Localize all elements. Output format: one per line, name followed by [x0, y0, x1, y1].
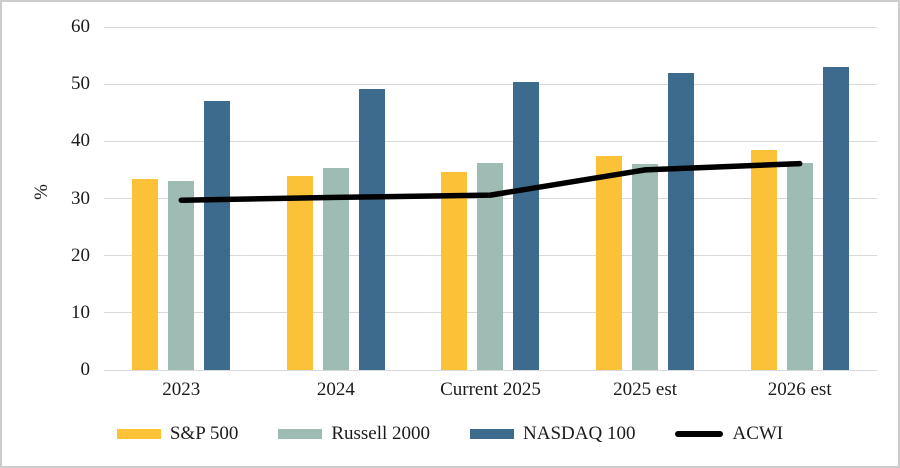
bar-russell-2000-2026-est: [786, 163, 813, 370]
bar-group-2026-est: [722, 27, 877, 370]
bar-s-p-500-2026-est: [750, 150, 777, 370]
legend-swatch-nasdaq-100: [470, 429, 515, 439]
bar-group-2023: [104, 27, 259, 370]
legend-label-nasdaq-100: NASDAQ 100: [523, 423, 636, 444]
legend-swatch-s-p-500: [116, 429, 161, 439]
bar-russell-2000-2024: [322, 168, 349, 370]
x-axis-label-2026-est: 2026 est: [767, 379, 832, 400]
bar-russell-2000-2023: [168, 181, 195, 370]
x-axis-label-2025-est: 2025 est: [613, 379, 678, 400]
bar-s-p-500-2023: [132, 178, 159, 370]
y-tick-label-50: 50: [71, 73, 90, 95]
legend-item-s-p-500: S&P 500: [116, 423, 239, 445]
legend-swatch-acwi-line-icon: [675, 431, 724, 437]
x-axis-label-current-2025: Current 2025: [440, 379, 541, 400]
legend-swatch-russell-2000: [278, 429, 323, 439]
y-tick-label-0: 0: [80, 359, 91, 380]
bar-group-2024: [259, 27, 414, 370]
legend-label-russell-2000: Russell 2000: [331, 423, 431, 444]
y-tick-label-10: 10: [71, 301, 90, 323]
legend-item-nasdaq-100: NASDAQ 100: [470, 423, 635, 445]
bar-nasdaq-100-2025-est: [668, 73, 695, 370]
bar-group-2025-est: [568, 27, 723, 370]
bar-russell-2000-2025-est: [632, 163, 659, 370]
bar-s-p-500-2024: [286, 175, 313, 370]
bar-nasdaq-100-2023: [204, 101, 231, 370]
y-tick-label-40: 40: [71, 130, 90, 152]
legend-label-s-p-500: S&P 500: [169, 423, 239, 444]
bar-nasdaq-100-current-2025: [513, 81, 540, 370]
y-tick-label-60: 60: [71, 16, 90, 37]
legend-item-acwi: ACWI: [675, 423, 783, 445]
acwi-line: [178, 160, 803, 203]
bar-nasdaq-100-2024: [358, 88, 385, 370]
bar-s-p-500-2025-est: [596, 156, 623, 370]
y-tick-label-30: 30: [71, 187, 90, 209]
x-axis-label-2023: 2023: [162, 379, 201, 400]
bar-s-p-500-current-2025: [441, 172, 468, 370]
bar-nasdaq-100-2026-est: [822, 67, 849, 370]
legend-label-acwi: ACWI: [732, 423, 784, 444]
acwi-line-layer: [178, 160, 803, 203]
plot-area: [104, 26, 877, 371]
y-tick-label-20: 20: [71, 244, 90, 266]
legend-item-russell-2000: Russell 2000: [278, 423, 430, 445]
x-axis-label-2024: 2024: [316, 379, 355, 400]
legend: S&P 500 Russell 2000 NASDAQ 100 ACWI: [2, 423, 898, 445]
